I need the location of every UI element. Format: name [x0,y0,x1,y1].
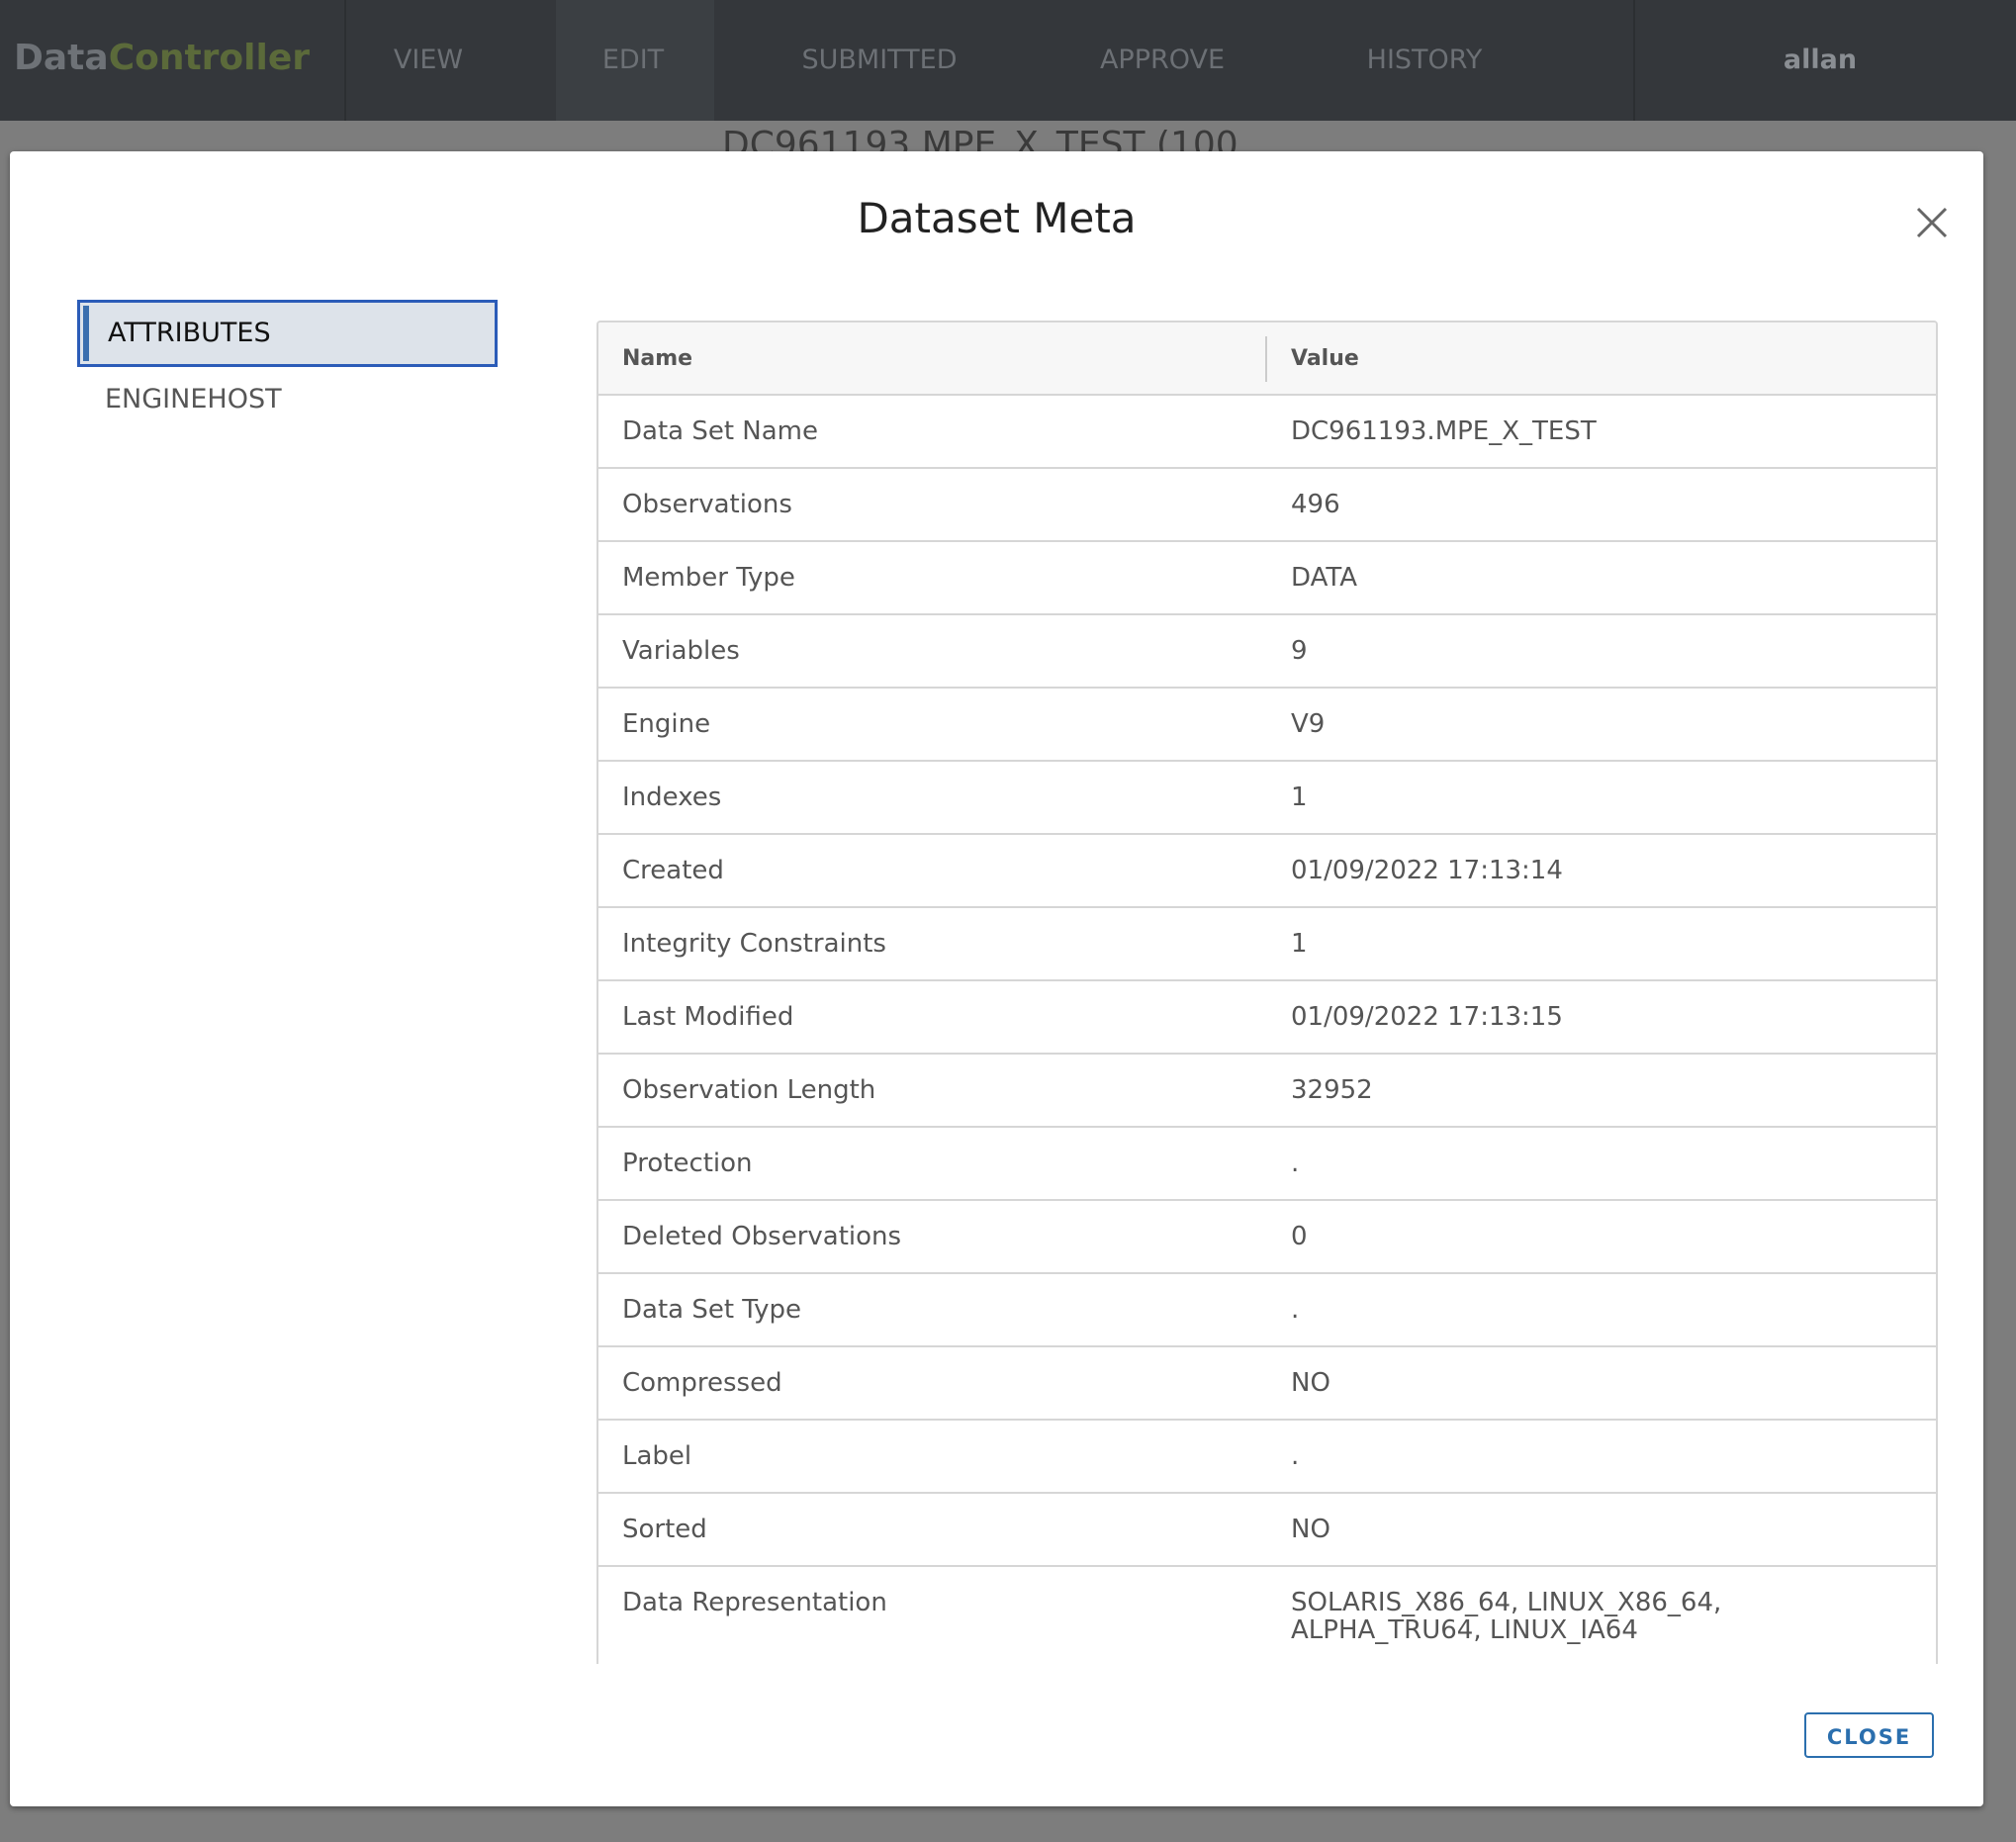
tab[interactable]: ENGINEHOST [105,384,282,414]
table-row: Compressed NO [598,1346,1936,1421]
value-cell: 9 [1267,614,1936,689]
nav-item[interactable]: EDIT [601,45,665,75]
value-cell: 32952 [1267,1054,1936,1128]
nav-item[interactable]: HISTORY [1366,45,1483,75]
value-cell: . [1267,1420,1936,1494]
table-container: Name Value Data Set Name DC961193.MPE_X_TES… [596,321,1938,1664]
table-row: Deleted Observations 0 [598,1200,1936,1274]
value-cell: 0 [1267,1200,1936,1274]
value-cell: . [1267,1273,1936,1347]
name-cell: Indexes [598,761,1267,835]
value-cell: NO [1267,1346,1936,1421]
name-cell: Observations [598,468,1267,542]
table-row: Engine V9 [598,688,1936,762]
name-cell: Data Set Type [598,1273,1267,1347]
separator [1633,0,1635,121]
tab[interactable]: ATTRIBUTES [77,300,498,367]
table-row: Data Set Name DC961193.MPE_X_TEST [598,395,1936,469]
top-nav: DataController VIEW EDIT SUBMITTED APPROVE H… [0,0,2016,121]
name-cell: Created [598,834,1267,908]
value-cell: DC961193.MPE_X_TEST [1267,395,1936,469]
table-row: Member Type DATA [598,541,1936,615]
nav-item[interactable]: APPROVE [1099,45,1226,75]
value-cell: DATA [1267,541,1936,615]
table-row: Integrity Constraints 1 [598,907,1936,981]
table-row: Label. [598,1420,1936,1494]
value-cell: 1 [1267,907,1936,981]
value-cell: 01/09/2022 17:13:14 [1267,834,1936,908]
nav-item[interactable]: SUBMITTED [801,45,958,75]
separator [344,0,346,121]
value-cell: V9 [1267,688,1936,762]
value-cell: 496 [1267,468,1936,542]
table-row: Protection. [598,1127,1936,1201]
value-cell: 1 [1267,761,1936,835]
table-row: Created 01/09/2022 17:13:14 [598,834,1936,908]
name-cell: Label [598,1420,1267,1494]
name-cell: Sorted [598,1493,1267,1567]
name-cell: Integrity Constraints [598,907,1267,981]
name-cell: Engine [598,688,1267,762]
table-row: Observation Length 32952 [598,1054,1936,1128]
meta-table: Name Value Data Set Name DC961193.MPE_X_TES… [598,322,1936,1664]
value-cell: SOLARIS_X86_64, LINUX_X86_64, ALPHA_TRU6… [1267,1566,1936,1664]
name-cell: Compressed [598,1346,1267,1421]
column-header: Value [1267,322,1936,396]
modal-title: Dataset Meta [857,194,1137,242]
table-row: Data Set Type. [598,1273,1936,1347]
close-icon[interactable] [1915,206,1949,239]
name-cell: Variables [598,614,1267,689]
active-nav-bg [556,0,714,121]
value-cell: NO [1267,1493,1936,1567]
table-row: Sorted NO [598,1493,1936,1567]
name-cell: Protection [598,1127,1267,1201]
logo[interactable]: DataController [14,0,310,117]
name-cell: Data Representation [598,1566,1267,1664]
user-name[interactable]: allan [1783,45,1858,75]
logo-suffix: Controller [108,38,311,78]
table-row: Indexes 1 [598,761,1936,835]
table-row: Observations 496 [598,468,1936,542]
table-row: Data Representation SOLARIS_X86_64, LINUX… [598,1566,1936,1664]
name-cell: Deleted Observations [598,1200,1267,1274]
name-cell: Last Modified [598,980,1267,1055]
name-cell: Data Set Name [598,395,1267,469]
table-row: Variables 9 [598,614,1936,689]
value-cell: . [1267,1127,1936,1201]
close-button[interactable]: CLOSE [1804,1712,1934,1758]
table-row: Last Modified 01/09/2022 17:13:15 [598,980,1936,1055]
logo-prefix: Data [14,38,109,78]
name-cell: Member Type [598,541,1267,615]
name-cell: Observation Length [598,1054,1267,1128]
modal: Dataset Meta Name Value Data Set Name DC961… [10,151,1983,1806]
column-header: Name [598,322,1267,396]
nav-item[interactable]: VIEW [393,45,464,75]
value-cell: 01/09/2022 17:13:15 [1267,980,1936,1055]
